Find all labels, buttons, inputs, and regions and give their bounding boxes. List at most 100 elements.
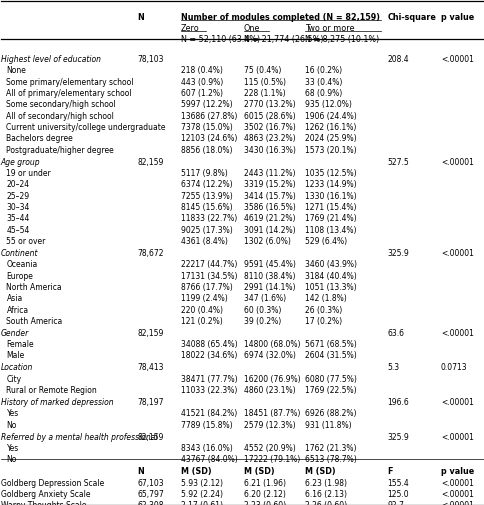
Text: 228 (1.1%): 228 (1.1%) bbox=[243, 89, 285, 98]
Text: 1035 (12.5%): 1035 (12.5%) bbox=[305, 169, 356, 178]
Text: 1108 (13.4%): 1108 (13.4%) bbox=[305, 225, 356, 234]
Text: 45–54: 45–54 bbox=[6, 225, 30, 234]
Text: F: F bbox=[387, 467, 392, 475]
Text: 9591 (45.4%): 9591 (45.4%) bbox=[243, 260, 295, 269]
Text: Male: Male bbox=[6, 351, 25, 360]
Text: Europe: Europe bbox=[6, 271, 33, 280]
Text: 5.93 (2.12): 5.93 (2.12) bbox=[181, 478, 223, 487]
Text: 3184 (40.4%): 3184 (40.4%) bbox=[305, 271, 356, 280]
Text: 607 (1.2%): 607 (1.2%) bbox=[181, 89, 223, 98]
Text: 6.20 (2.12): 6.20 (2.12) bbox=[243, 489, 285, 498]
Text: 60 (0.3%): 60 (0.3%) bbox=[243, 305, 281, 314]
Text: Yes: Yes bbox=[6, 443, 19, 452]
Text: 7378 (15.0%): 7378 (15.0%) bbox=[181, 123, 232, 132]
Text: None: None bbox=[6, 66, 26, 75]
Text: 3586 (16.5%): 3586 (16.5%) bbox=[243, 203, 295, 212]
Text: No: No bbox=[6, 420, 17, 429]
Text: 9025 (17.3%): 9025 (17.3%) bbox=[181, 225, 232, 234]
Text: 11833 (22.7%): 11833 (22.7%) bbox=[181, 214, 237, 223]
Text: 62,308: 62,308 bbox=[137, 500, 164, 505]
Text: 0.0713: 0.0713 bbox=[440, 363, 467, 372]
Text: 115 (0.5%): 115 (0.5%) bbox=[243, 78, 286, 86]
Text: 82,159: 82,159 bbox=[137, 158, 164, 166]
Text: 5671 (68.5%): 5671 (68.5%) bbox=[305, 339, 356, 348]
Text: 4863 (23.2%): 4863 (23.2%) bbox=[243, 134, 295, 143]
Text: 33 (0.4%): 33 (0.4%) bbox=[305, 78, 342, 86]
Text: History of marked depression: History of marked depression bbox=[0, 397, 113, 406]
Text: Highest level of education: Highest level of education bbox=[0, 55, 101, 64]
Text: 3091 (14.2%): 3091 (14.2%) bbox=[243, 225, 295, 234]
Text: p value: p value bbox=[440, 467, 473, 475]
Text: 19 or under: 19 or under bbox=[6, 169, 51, 178]
Text: M (SD): M (SD) bbox=[243, 467, 274, 475]
Text: 1233 (14.9%): 1233 (14.9%) bbox=[305, 180, 356, 189]
Text: Gender: Gender bbox=[0, 328, 29, 337]
Text: M (SD): M (SD) bbox=[305, 467, 335, 475]
Text: <.00001: <.00001 bbox=[440, 432, 473, 441]
Text: 6513 (78.7%): 6513 (78.7%) bbox=[305, 454, 356, 464]
Text: 13686 (27.8%): 13686 (27.8%) bbox=[181, 112, 237, 121]
Text: No: No bbox=[6, 454, 17, 464]
Text: Zero: Zero bbox=[181, 24, 199, 33]
Text: 92.7: 92.7 bbox=[387, 500, 404, 505]
Text: 3430 (16.3%): 3430 (16.3%) bbox=[243, 145, 295, 155]
Text: 2770 (13.2%): 2770 (13.2%) bbox=[243, 100, 295, 109]
Text: 4361 (8.4%): 4361 (8.4%) bbox=[181, 236, 227, 245]
Text: 2579 (12.3%): 2579 (12.3%) bbox=[243, 420, 295, 429]
Text: 1199 (2.4%): 1199 (2.4%) bbox=[181, 293, 227, 302]
Text: 1262 (16.1%): 1262 (16.1%) bbox=[305, 123, 356, 132]
Text: <.00001: <.00001 bbox=[440, 397, 473, 406]
Text: 12103 (24.6%): 12103 (24.6%) bbox=[181, 134, 237, 143]
Text: 6.21 (1.96): 6.21 (1.96) bbox=[243, 478, 286, 487]
Text: 39 (0.2%): 39 (0.2%) bbox=[243, 316, 281, 325]
Text: Rural or Remote Region: Rural or Remote Region bbox=[6, 385, 97, 394]
Text: 1051 (13.3%): 1051 (13.3%) bbox=[305, 282, 356, 291]
Text: 5117 (9.8%): 5117 (9.8%) bbox=[181, 169, 227, 178]
Text: 8856 (18.0%): 8856 (18.0%) bbox=[181, 145, 232, 155]
Text: <.00001: <.00001 bbox=[440, 158, 473, 166]
Text: 16200 (76.9%): 16200 (76.9%) bbox=[243, 374, 300, 383]
Text: N: N bbox=[137, 467, 144, 475]
Text: Yes: Yes bbox=[6, 409, 19, 418]
Text: 11033 (22.3%): 11033 (22.3%) bbox=[181, 385, 237, 394]
Text: 68 (0.9%): 68 (0.9%) bbox=[305, 89, 342, 98]
Text: 8343 (16.0%): 8343 (16.0%) bbox=[181, 443, 232, 452]
Text: 347 (1.6%): 347 (1.6%) bbox=[243, 293, 286, 302]
Text: City: City bbox=[6, 374, 22, 383]
Text: Warpy Thoughts Scale: Warpy Thoughts Scale bbox=[0, 500, 86, 505]
Text: N = 52,110 (63.4%): N = 52,110 (63.4%) bbox=[181, 35, 260, 44]
Text: 17222 (79.1%): 17222 (79.1%) bbox=[243, 454, 300, 464]
Text: p value: p value bbox=[440, 13, 473, 22]
Text: 38471 (77.7%): 38471 (77.7%) bbox=[181, 374, 237, 383]
Text: 529 (6.4%): 529 (6.4%) bbox=[305, 236, 347, 245]
Text: Some secondary/high school: Some secondary/high school bbox=[6, 100, 116, 109]
Text: 17 (0.2%): 17 (0.2%) bbox=[305, 316, 342, 325]
Text: 34088 (65.4%): 34088 (65.4%) bbox=[181, 339, 237, 348]
Text: North America: North America bbox=[6, 282, 62, 291]
Text: Female: Female bbox=[6, 339, 34, 348]
Text: 325.9: 325.9 bbox=[387, 248, 408, 258]
Text: 325.9: 325.9 bbox=[387, 432, 408, 441]
Text: 6.23 (1.98): 6.23 (1.98) bbox=[305, 478, 347, 487]
Text: 935 (12.0%): 935 (12.0%) bbox=[305, 100, 351, 109]
Text: 20–24: 20–24 bbox=[6, 180, 30, 189]
Text: 2.17 (0.61): 2.17 (0.61) bbox=[181, 500, 223, 505]
Text: Bachelors degree: Bachelors degree bbox=[6, 134, 73, 143]
Text: 65,797: 65,797 bbox=[137, 489, 164, 498]
Text: 18451 (87.7%): 18451 (87.7%) bbox=[243, 409, 300, 418]
Text: Africa: Africa bbox=[6, 305, 29, 314]
Text: 6.16 (2.13): 6.16 (2.13) bbox=[305, 489, 347, 498]
Text: M (SD): M (SD) bbox=[181, 467, 212, 475]
Text: 220 (0.4%): 220 (0.4%) bbox=[181, 305, 223, 314]
Text: 196.6: 196.6 bbox=[387, 397, 408, 406]
Text: One: One bbox=[243, 24, 260, 33]
Text: All of secondary/high school: All of secondary/high school bbox=[6, 112, 114, 121]
Text: <.00001: <.00001 bbox=[440, 489, 473, 498]
Text: <.00001: <.00001 bbox=[440, 328, 473, 337]
Text: 8110 (38.4%): 8110 (38.4%) bbox=[243, 271, 295, 280]
Text: 25–29: 25–29 bbox=[6, 191, 30, 200]
Text: 78,672: 78,672 bbox=[137, 248, 164, 258]
Text: 75 (0.4%): 75 (0.4%) bbox=[243, 66, 281, 75]
Text: 3319 (15.2%): 3319 (15.2%) bbox=[243, 180, 295, 189]
Text: 1302 (6.0%): 1302 (6.0%) bbox=[243, 236, 290, 245]
